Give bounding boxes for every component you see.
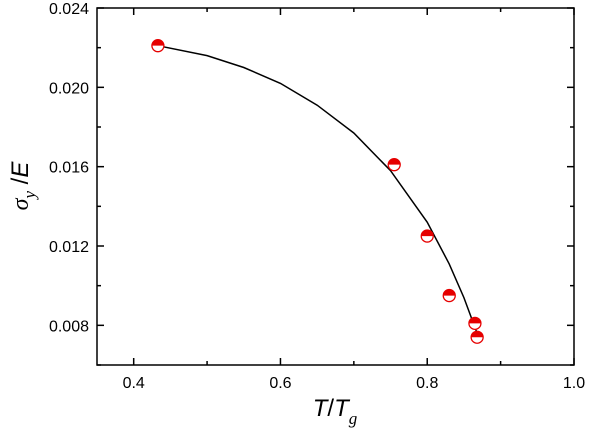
x-axis-title-var: T: [334, 395, 351, 422]
data-markers: [151, 39, 484, 344]
data-point: [151, 39, 165, 53]
x-axis-title-sep: /: [327, 395, 334, 422]
x-tick-label: 1.0: [563, 375, 585, 392]
y-axis-title-main: σ: [8, 197, 34, 210]
data-point: [470, 330, 484, 344]
x-axis-title: T/Tg: [313, 395, 358, 428]
data-point: [468, 316, 482, 331]
data-point: [442, 288, 456, 303]
x-tick-label: 0.6: [269, 375, 291, 392]
y-tick-label: 0.020: [49, 80, 89, 97]
x-tick-label: 0.8: [416, 375, 438, 392]
y-axis-title: σy /E: [7, 161, 39, 211]
x-tick-label: 0.4: [123, 375, 145, 392]
y-tick-label: 0.012: [49, 239, 89, 256]
plot-frame: [96, 7, 575, 366]
y-tick-label: 0.016: [49, 160, 89, 177]
x-axis-title-main: T: [313, 395, 330, 422]
tick-labels: 0.4 0.6 0.8 1.0 0.008 0.012 0.016 0.020 0.024: [49, 1, 585, 392]
y-tick-label: 0.008: [49, 318, 89, 335]
y-tick-label: 0.024: [49, 1, 89, 18]
data-point: [420, 229, 434, 243]
axis-ticks: [97, 7, 575, 366]
data-point: [387, 158, 401, 172]
y-axis-title-var: E: [7, 161, 34, 178]
y-axis-title-sub: y: [20, 191, 39, 201]
y-axis-title-sep: /: [7, 177, 34, 191]
fit-curve: [157, 44, 480, 338]
x-axis-title-sub: g: [349, 409, 358, 428]
